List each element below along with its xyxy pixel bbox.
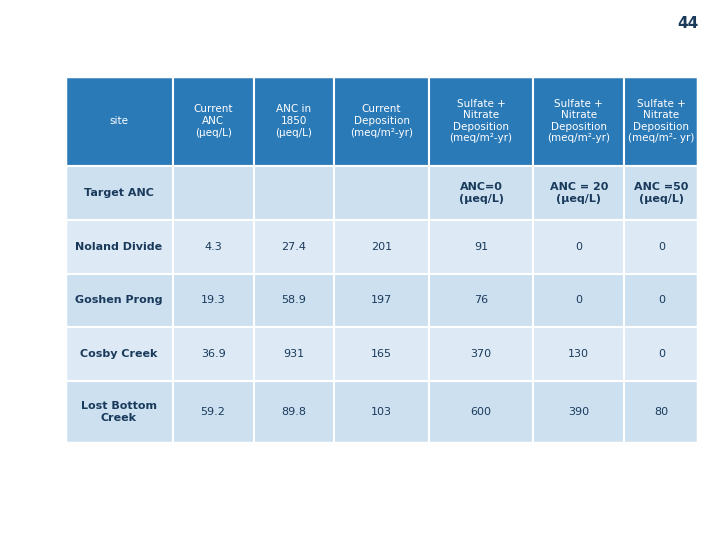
Text: Target ANC: Target ANC <box>84 188 153 198</box>
Text: 27.4: 27.4 <box>282 242 307 252</box>
Text: 76: 76 <box>474 295 488 306</box>
Text: ANC = 20
(µeq/L): ANC = 20 (µeq/L) <box>549 183 608 204</box>
Text: 201: 201 <box>371 242 392 252</box>
Text: Current
Deposition
(meq/m²-yr): Current Deposition (meq/m²-yr) <box>350 104 413 138</box>
Text: 165: 165 <box>371 349 392 359</box>
Text: 390: 390 <box>568 407 589 417</box>
Text: 58.9: 58.9 <box>282 295 307 306</box>
Text: 19.3: 19.3 <box>201 295 225 306</box>
Text: 370: 370 <box>470 349 492 359</box>
Text: 0: 0 <box>575 295 582 306</box>
Text: 103: 103 <box>371 407 392 417</box>
Text: Current
ANC
(µeq/L): Current ANC (µeq/L) <box>194 104 233 138</box>
Text: ANC =50
(µeq/L): ANC =50 (µeq/L) <box>634 183 688 204</box>
Text: Noland Divide: Noland Divide <box>75 242 162 252</box>
Text: Cosby Creek: Cosby Creek <box>80 349 158 359</box>
Text: 91: 91 <box>474 242 488 252</box>
Text: 89.8: 89.8 <box>282 407 307 417</box>
Text: Lost Bottom
Creek: Lost Bottom Creek <box>81 401 157 423</box>
Text: 0: 0 <box>658 242 665 252</box>
Text: 0: 0 <box>658 349 665 359</box>
Text: ANC=0
(µeq/L): ANC=0 (µeq/L) <box>459 183 503 204</box>
Text: 4.3: 4.3 <box>204 242 222 252</box>
Text: Sulfate +
Nitrate
Deposition
(meq/m²-yr): Sulfate + Nitrate Deposition (meq/m²-yr) <box>547 99 611 144</box>
Text: 931: 931 <box>284 349 305 359</box>
Text: Sulfate +
Nitrate
Deposition
(meq/m²-yr): Sulfate + Nitrate Deposition (meq/m²-yr) <box>449 99 513 144</box>
Text: 130: 130 <box>568 349 589 359</box>
Text: site: site <box>109 116 128 126</box>
Text: 80: 80 <box>654 407 668 417</box>
Text: 44: 44 <box>677 16 698 31</box>
Text: 197: 197 <box>371 295 392 306</box>
Text: 600: 600 <box>471 407 492 417</box>
Text: 0: 0 <box>658 295 665 306</box>
Text: 59.2: 59.2 <box>201 407 225 417</box>
Text: ANC in
1850
(µeq/L): ANC in 1850 (µeq/L) <box>276 104 312 138</box>
Text: 0: 0 <box>575 242 582 252</box>
Text: Goshen Prong: Goshen Prong <box>75 295 163 306</box>
Text: Sulfate +
Nitrate
Deposition
(meq/m²- yr): Sulfate + Nitrate Deposition (meq/m²- yr… <box>628 99 695 144</box>
Text: 36.9: 36.9 <box>201 349 225 359</box>
